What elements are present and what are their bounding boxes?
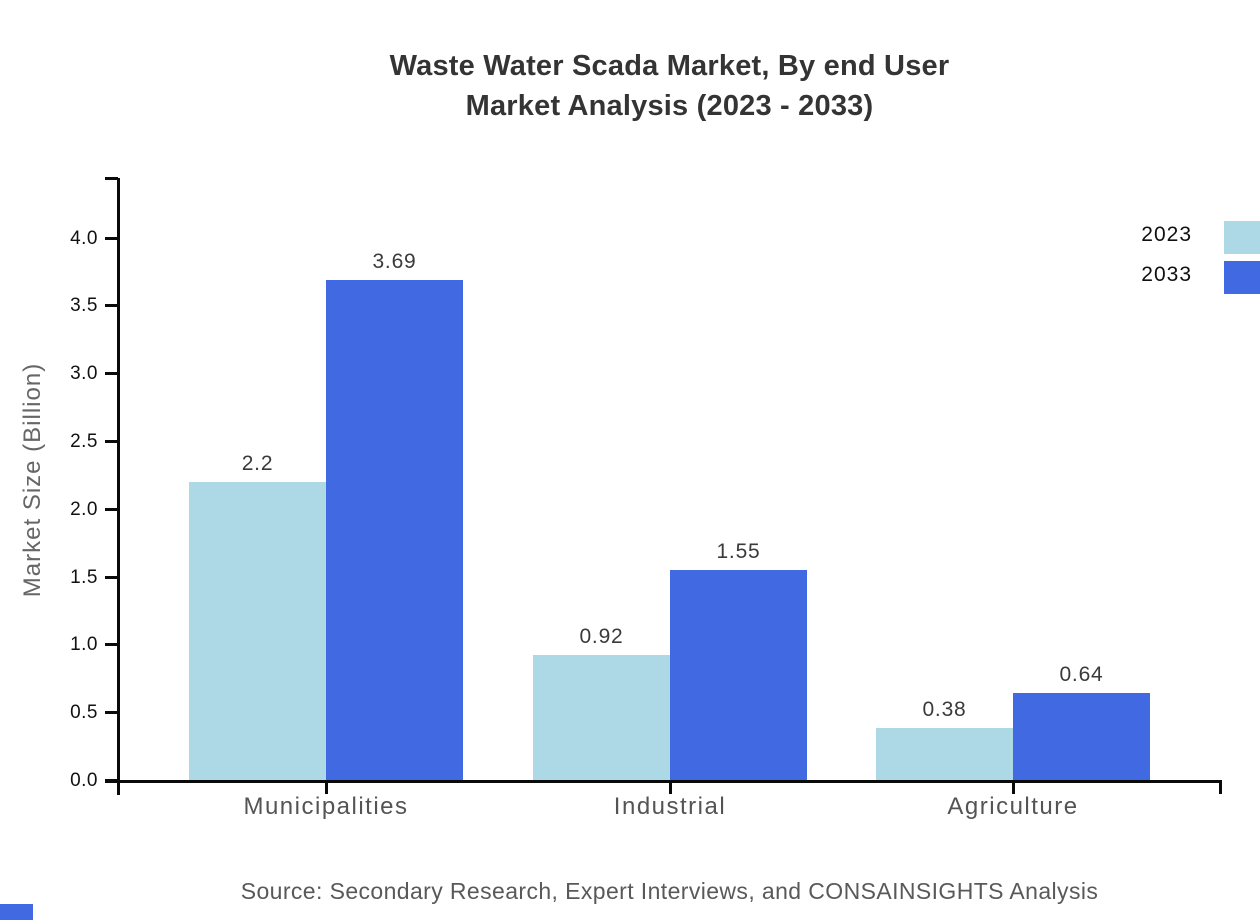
bar-value-label: 0.92 (579, 625, 624, 649)
bar-2033-municipalities (326, 279, 463, 780)
x-tick-mark (669, 783, 672, 794)
bar-value-label: 0.38 (922, 698, 967, 722)
y-tick-label: 0.0 (70, 770, 98, 791)
x-tick-mark (325, 783, 328, 794)
y-tick-mark (105, 440, 118, 443)
bar-2023-agriculture (876, 728, 1013, 780)
bar-2033-industrial (670, 569, 807, 780)
y-tick-label: 4.0 (70, 227, 98, 249)
category-label: Industrial (613, 793, 727, 820)
y-tick-label: 1.5 (70, 566, 98, 588)
bar-value-label: 1.55 (716, 539, 761, 563)
bar-value-label: 2.2 (241, 451, 274, 475)
legend-label-2023: 2023 (1141, 223, 1192, 246)
category-label: Municipalities (243, 793, 409, 820)
bar-2033-agriculture (1013, 693, 1150, 780)
chart-title-line-2: Market Analysis (2023 - 2033) (465, 90, 874, 122)
y-tick-label: 0.5 (70, 702, 98, 724)
y-tick-label: 2.0 (70, 498, 98, 520)
y-axis-label: Market Size (Billion) (19, 362, 46, 598)
bar-2023-municipalities (189, 481, 326, 780)
y-tick-mark (105, 711, 118, 715)
x-axis-end-cap (1219, 780, 1222, 794)
y-tick-label: 3.0 (70, 363, 98, 385)
y-tick-mark (105, 236, 118, 240)
legend-swatch-2033 (1224, 261, 1260, 294)
legend-swatch-2023 (1224, 221, 1260, 254)
x-tick-mark (1012, 783, 1015, 794)
y-tick-mark (105, 372, 118, 376)
bar-2023-industrial (533, 655, 670, 780)
y-tick-label: 3.5 (70, 295, 98, 317)
y-axis-top-cap (105, 177, 118, 180)
x-axis-line (105, 780, 1222, 783)
y-tick-mark (105, 643, 118, 647)
y-tick-mark (105, 575, 118, 579)
y-tick-mark (105, 304, 118, 308)
category-label: Agriculture (947, 793, 1079, 820)
y-tick-mark (105, 779, 118, 782)
legend-label-2033: 2033 (1141, 263, 1192, 286)
chart-title-line-1: Waste Water Scada Market, By end User (389, 50, 950, 82)
chart-title: Waste Water Scada Market, By end User Ma… (118, 46, 1221, 126)
corner-accent-shape (0, 904, 33, 920)
y-axis-line (117, 178, 120, 795)
y-tick-mark (105, 507, 118, 511)
y-tick-label: 1.0 (70, 634, 98, 656)
bar-value-label: 0.64 (1059, 663, 1104, 687)
source-attribution: Source: Secondary Research, Expert Inter… (240, 878, 1099, 904)
bar-value-label: 3.69 (372, 249, 417, 273)
y-tick-label: 2.5 (70, 431, 98, 452)
